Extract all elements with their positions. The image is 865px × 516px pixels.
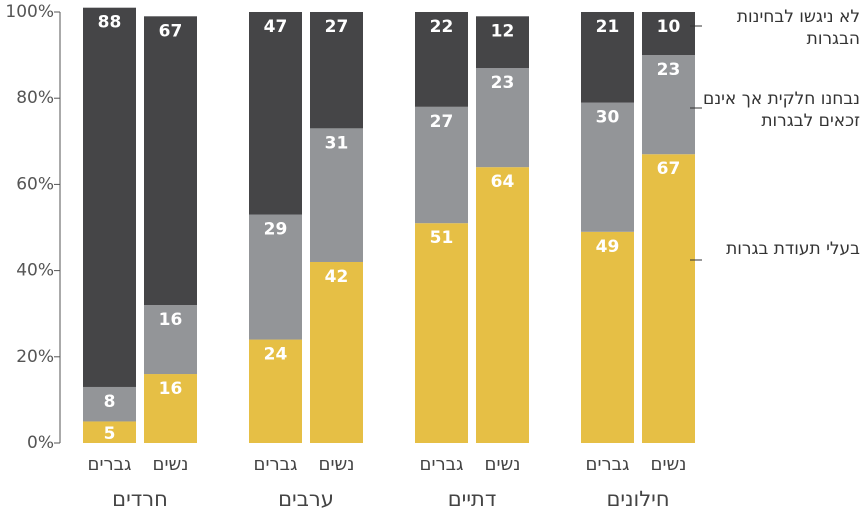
value-label: 30	[596, 108, 620, 128]
value-label: 42	[325, 267, 349, 287]
x-tick-label: גברים	[420, 454, 464, 475]
y-tick-label: 0%	[27, 433, 54, 453]
y-tick-label: 20%	[16, 347, 54, 367]
y-tick-label: 40%	[16, 261, 54, 281]
value-label: 64	[491, 172, 515, 192]
bar-segment	[415, 106, 468, 224]
value-label: 49	[596, 237, 620, 257]
bar-segment	[476, 167, 529, 443]
value-label: 67	[657, 159, 681, 179]
group-label: ערבים	[278, 487, 334, 511]
bar-segment	[581, 231, 634, 443]
bar-segment	[249, 12, 302, 215]
y-tick-label: 80%	[16, 88, 54, 108]
bar-segment	[476, 68, 529, 168]
y-tick-label: 60%	[16, 174, 54, 194]
bar-segment	[144, 16, 197, 306]
x-tick-label: גברים	[88, 454, 132, 475]
value-label: 22	[430, 17, 454, 37]
y-tick-label: 100%	[5, 2, 54, 22]
x-tick-label: נשים	[485, 454, 521, 475]
value-label: 51	[430, 228, 454, 248]
value-label: 24	[264, 345, 288, 365]
value-label: 27	[325, 17, 349, 37]
legend-entry: נבחנו חלקית אך אינם זכאים לבגרות	[703, 89, 860, 131]
value-label: 16	[159, 379, 183, 399]
bar-segment	[144, 374, 197, 443]
x-tick-label: גברים	[586, 454, 630, 475]
group-label: חילונים	[606, 487, 669, 511]
bar-segment	[249, 339, 302, 443]
legend-entry: בעלי תעודת בגרות	[726, 239, 860, 259]
value-label: 8	[104, 392, 116, 412]
value-label: 10	[657, 17, 681, 37]
value-label: 47	[264, 17, 288, 37]
x-tick-label: גברים	[254, 454, 298, 475]
bar-segment	[83, 7, 136, 387]
value-label: 16	[159, 310, 183, 330]
bar-segment	[310, 261, 363, 443]
group-label: דתיים	[448, 487, 497, 511]
value-label: 31	[325, 133, 349, 153]
group-label: חרדים	[112, 487, 168, 511]
x-tick-label: נשים	[153, 454, 189, 475]
value-label: 21	[596, 17, 620, 37]
bar-segment	[642, 12, 695, 56]
value-label: 5	[104, 424, 116, 444]
bar-segment	[415, 223, 468, 443]
bar-segment	[642, 55, 695, 155]
bar-segment	[83, 421, 136, 443]
legend-entry: לא ניגשו לבחינות הבגרות	[736, 7, 860, 49]
bar-segment	[581, 102, 634, 232]
value-label: 29	[264, 220, 288, 240]
bar-segment	[310, 12, 363, 129]
bar-segment	[642, 154, 695, 444]
bar-segment	[310, 128, 363, 262]
bar-segment	[581, 12, 634, 103]
bar-segment	[83, 386, 136, 422]
value-label: 67	[159, 21, 183, 41]
bar-segment	[415, 12, 468, 107]
x-tick-label: נשים	[319, 454, 355, 475]
value-label: 23	[491, 73, 515, 93]
bar-segment	[144, 305, 197, 375]
x-tick-label: נשים	[651, 454, 687, 475]
value-label: 12	[491, 21, 515, 41]
value-label: 23	[657, 60, 681, 80]
value-label: 88	[98, 13, 122, 33]
value-label: 27	[430, 112, 454, 132]
bar-segment	[249, 214, 302, 340]
bar-segment	[476, 16, 529, 69]
